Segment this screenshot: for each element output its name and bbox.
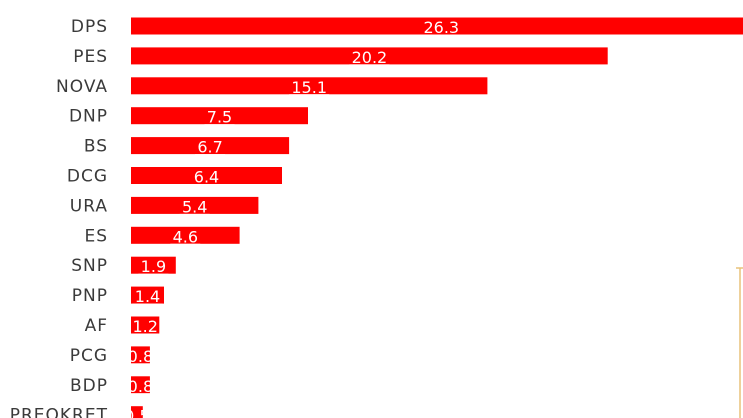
bar-ura [131, 196, 259, 214]
value-label-ura: 5.4 [182, 197, 207, 216]
value-label-bdp: 0.8 [128, 377, 153, 396]
value-label-pcg: 0.8 [128, 347, 153, 366]
bar-dcg [131, 167, 282, 184]
bar-bs [131, 137, 290, 155]
bars-group [131, 17, 743, 418]
value-label-nova: 15.1 [291, 78, 327, 97]
category-label-dcg: DCG [67, 167, 108, 187]
category-label-dnp: DNP [69, 107, 108, 127]
bar-preokret [131, 406, 143, 418]
category-label-pes: PES [73, 47, 108, 67]
value-label-es: 4.6 [173, 227, 198, 246]
category-labels-group: DPS PES NOVA DNP BS DCG URA ES SNP PNP AF PCG BDP PRE… [10, 17, 108, 418]
category-label-ura: URA [70, 196, 108, 216]
bar-af [131, 316, 160, 334]
value-label-bs: 6.7 [197, 138, 222, 157]
category-label-dps: DPS [71, 17, 108, 37]
value-label-af: 1.2 [132, 317, 157, 336]
bar-pnp [131, 286, 164, 304]
value-label-preokret: 0.5 [124, 407, 149, 418]
category-label-pnp: PNP [72, 286, 108, 306]
value-label-pnp: 1.4 [135, 287, 160, 306]
bar-snp [131, 256, 176, 274]
value-label-snp: 1.9 [141, 257, 166, 276]
value-label-pes: 20.2 [352, 48, 388, 67]
category-label-bdp: BDP [70, 376, 108, 396]
category-label-pcg: PCG [70, 346, 108, 366]
value-labels-group: 26.3 20.2 15.1 7.5 6.7 6.4 5.4 4.6 1.9 1.4 1.2 0.8 0… [124, 18, 462, 418]
bar-dnp [131, 107, 308, 125]
value-label-dnp: 7.5 [207, 108, 232, 127]
value-label-dcg: 6.4 [194, 168, 219, 187]
bar-pcg [131, 346, 150, 364]
bar-pes [131, 47, 608, 65]
category-label-bs: BS [84, 137, 108, 157]
bar-dps [131, 17, 743, 35]
category-label-af: AF [85, 316, 108, 336]
bar-nova [131, 77, 488, 95]
category-label-snp: SNP [71, 256, 108, 276]
category-label-nova: NOVA [56, 77, 108, 97]
category-label-es: ES [84, 226, 108, 246]
bar-bdp [131, 376, 150, 394]
bar-es [131, 226, 240, 244]
value-label-dps: 26.3 [423, 18, 459, 37]
category-label-preokret: PREOKRET [10, 406, 108, 418]
